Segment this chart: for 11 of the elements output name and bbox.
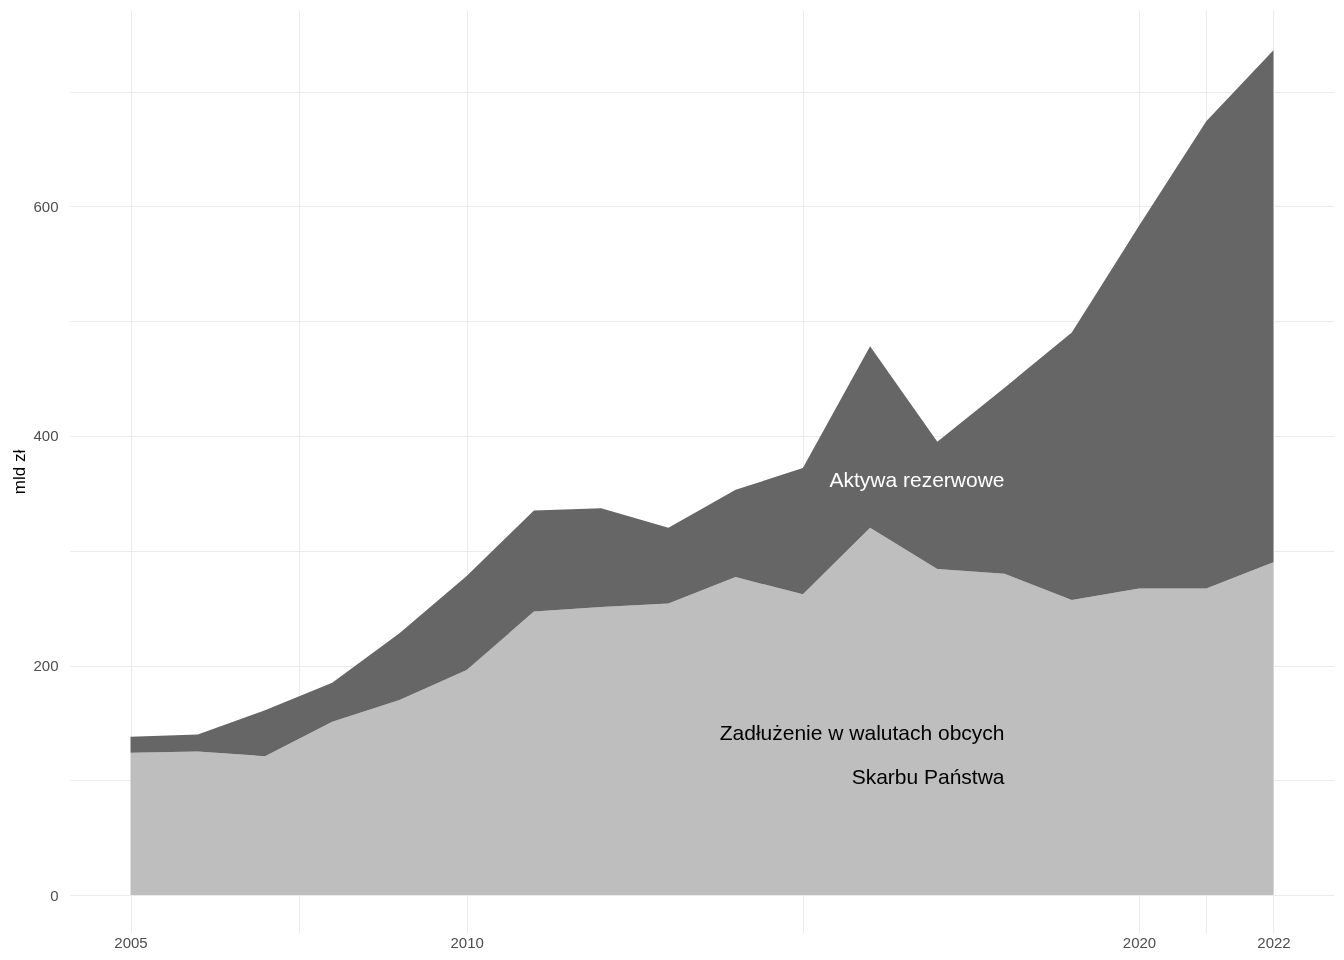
series-label: Zadłużenie w walutach obcych Skarbu Państwa	[719, 721, 1005, 789]
x-tick-label: 2020	[1122, 933, 1157, 951]
x-tick-label: 2022	[1257, 933, 1291, 951]
y-tick-label: 0	[50, 886, 59, 904]
y-tick-label: 600	[33, 197, 59, 215]
x-tick-label: 2010	[450, 933, 484, 951]
y-axis-title: mld zł	[10, 449, 30, 495]
series-label: Aktywa rezerwowe	[829, 467, 1005, 491]
y-tick-label: 200	[33, 657, 59, 675]
y-tick-label: 400	[33, 427, 59, 445]
x-tick-label: 2005	[114, 933, 148, 951]
